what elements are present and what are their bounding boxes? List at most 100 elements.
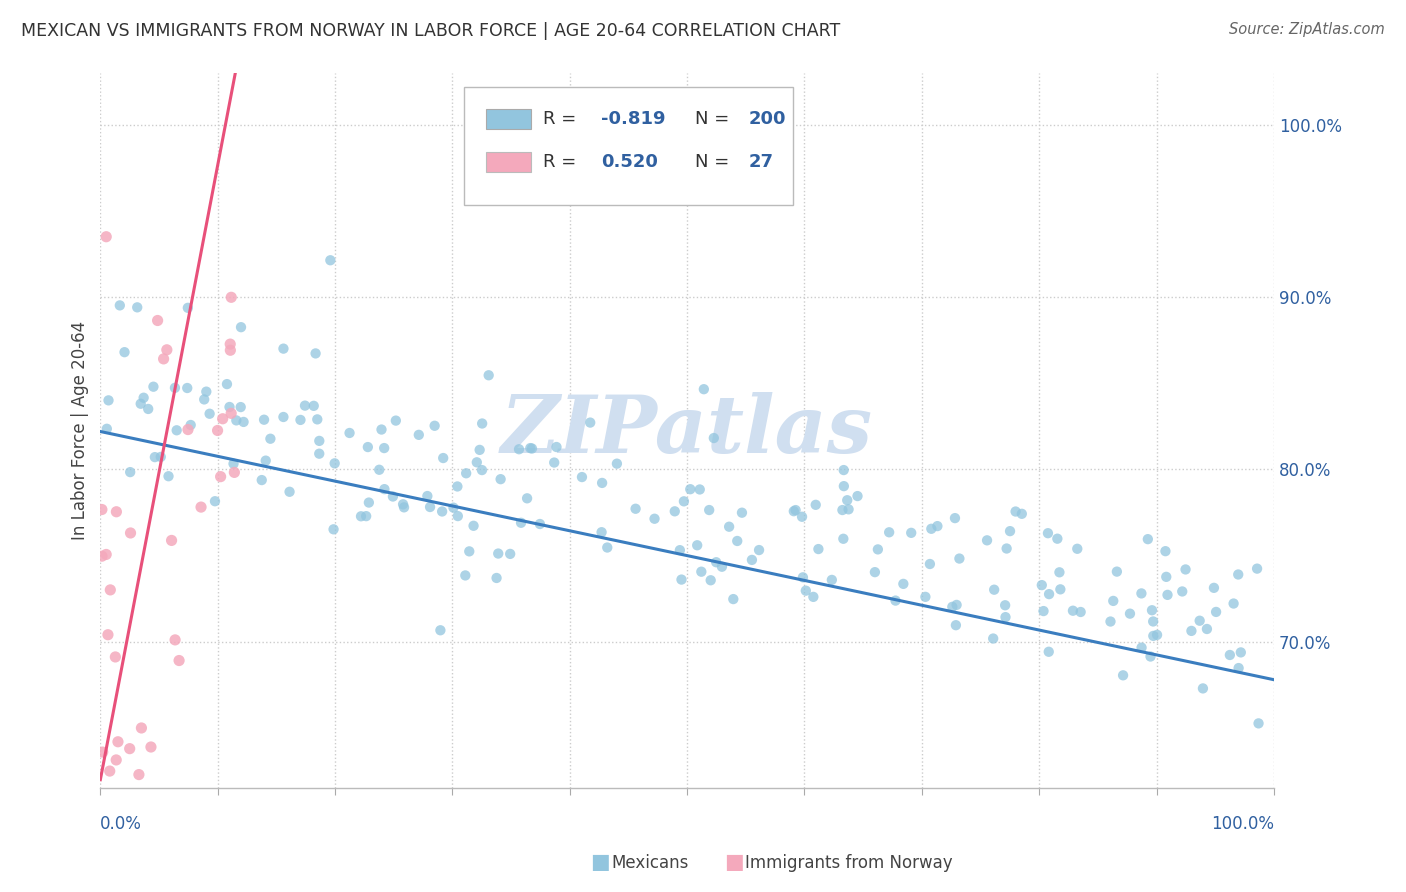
Point bbox=[704, 555, 727, 569]
Point bbox=[290, 413, 312, 427]
Point bbox=[1180, 624, 1202, 638]
Point bbox=[1105, 565, 1128, 579]
Point bbox=[710, 559, 733, 574]
Point bbox=[259, 432, 281, 446]
Point bbox=[250, 473, 273, 487]
Point bbox=[195, 384, 218, 399]
Point bbox=[423, 418, 446, 433]
Text: Immigrants from Norway: Immigrants from Norway bbox=[745, 855, 953, 872]
Point bbox=[253, 413, 276, 427]
Point bbox=[96, 422, 118, 436]
Text: R =: R = bbox=[543, 111, 576, 128]
Point bbox=[801, 590, 824, 604]
Point bbox=[837, 493, 859, 508]
Point bbox=[591, 475, 613, 490]
Point bbox=[1066, 541, 1088, 556]
Point bbox=[308, 447, 330, 461]
Point bbox=[156, 343, 179, 357]
Point bbox=[465, 455, 488, 469]
Point bbox=[918, 557, 941, 571]
Point bbox=[373, 482, 395, 496]
Point bbox=[1171, 584, 1194, 599]
Point bbox=[725, 533, 748, 548]
Point bbox=[416, 489, 439, 503]
Point bbox=[443, 500, 465, 515]
Point bbox=[370, 423, 392, 437]
Point bbox=[91, 745, 114, 759]
Point bbox=[190, 500, 212, 514]
Point bbox=[392, 497, 415, 511]
Point bbox=[278, 484, 301, 499]
Point bbox=[1202, 581, 1225, 595]
Point bbox=[368, 463, 391, 477]
Text: 200: 200 bbox=[748, 111, 786, 128]
Point bbox=[1038, 587, 1060, 601]
Point bbox=[1070, 605, 1092, 619]
Point bbox=[132, 391, 155, 405]
Point bbox=[1139, 649, 1161, 664]
Point bbox=[108, 298, 131, 312]
Point bbox=[723, 592, 745, 607]
Point bbox=[96, 548, 118, 562]
Point bbox=[177, 423, 200, 437]
Point bbox=[1036, 526, 1059, 541]
Point bbox=[1227, 567, 1250, 582]
Point bbox=[689, 483, 711, 497]
Point bbox=[831, 503, 853, 517]
Point bbox=[128, 767, 150, 781]
Point bbox=[1246, 561, 1268, 575]
Point bbox=[157, 469, 180, 483]
Point bbox=[454, 568, 477, 582]
Point bbox=[163, 381, 186, 395]
Point bbox=[941, 599, 963, 614]
Point bbox=[1049, 566, 1071, 580]
Point bbox=[118, 741, 141, 756]
Point bbox=[1038, 645, 1060, 659]
Point bbox=[877, 525, 900, 540]
Point bbox=[224, 466, 246, 480]
Point bbox=[718, 519, 741, 533]
Point bbox=[516, 491, 538, 506]
Point bbox=[976, 533, 998, 548]
Point bbox=[983, 582, 1005, 597]
Point bbox=[927, 519, 949, 533]
Point bbox=[838, 502, 860, 516]
Point bbox=[381, 490, 404, 504]
Point bbox=[1119, 607, 1142, 621]
Point bbox=[294, 399, 316, 413]
Point bbox=[1192, 681, 1215, 696]
Point bbox=[193, 392, 215, 407]
Point bbox=[207, 424, 229, 438]
Point bbox=[419, 500, 441, 514]
Point bbox=[98, 764, 121, 778]
Point bbox=[571, 470, 593, 484]
Point bbox=[229, 400, 252, 414]
Point bbox=[90, 502, 112, 516]
Point bbox=[373, 441, 395, 455]
Point bbox=[218, 400, 240, 414]
Point bbox=[914, 590, 936, 604]
Point bbox=[1195, 622, 1218, 636]
Point bbox=[167, 654, 190, 668]
Point bbox=[1154, 544, 1177, 558]
Point bbox=[945, 598, 967, 612]
Point bbox=[139, 739, 162, 754]
Point bbox=[1188, 614, 1211, 628]
Point bbox=[606, 457, 628, 471]
Point bbox=[891, 577, 914, 591]
Point bbox=[322, 522, 344, 536]
Point bbox=[429, 624, 451, 638]
Point bbox=[385, 414, 408, 428]
Point bbox=[1102, 594, 1125, 608]
Point bbox=[699, 574, 721, 588]
Point bbox=[1136, 532, 1159, 546]
Point bbox=[1099, 615, 1122, 629]
Point bbox=[804, 498, 827, 512]
Point bbox=[832, 479, 855, 493]
Point bbox=[485, 571, 508, 585]
Point bbox=[998, 524, 1021, 538]
Point bbox=[846, 489, 869, 503]
Point bbox=[686, 538, 709, 552]
Text: ZIPatlas: ZIPatlas bbox=[501, 392, 873, 469]
Point bbox=[866, 542, 889, 557]
